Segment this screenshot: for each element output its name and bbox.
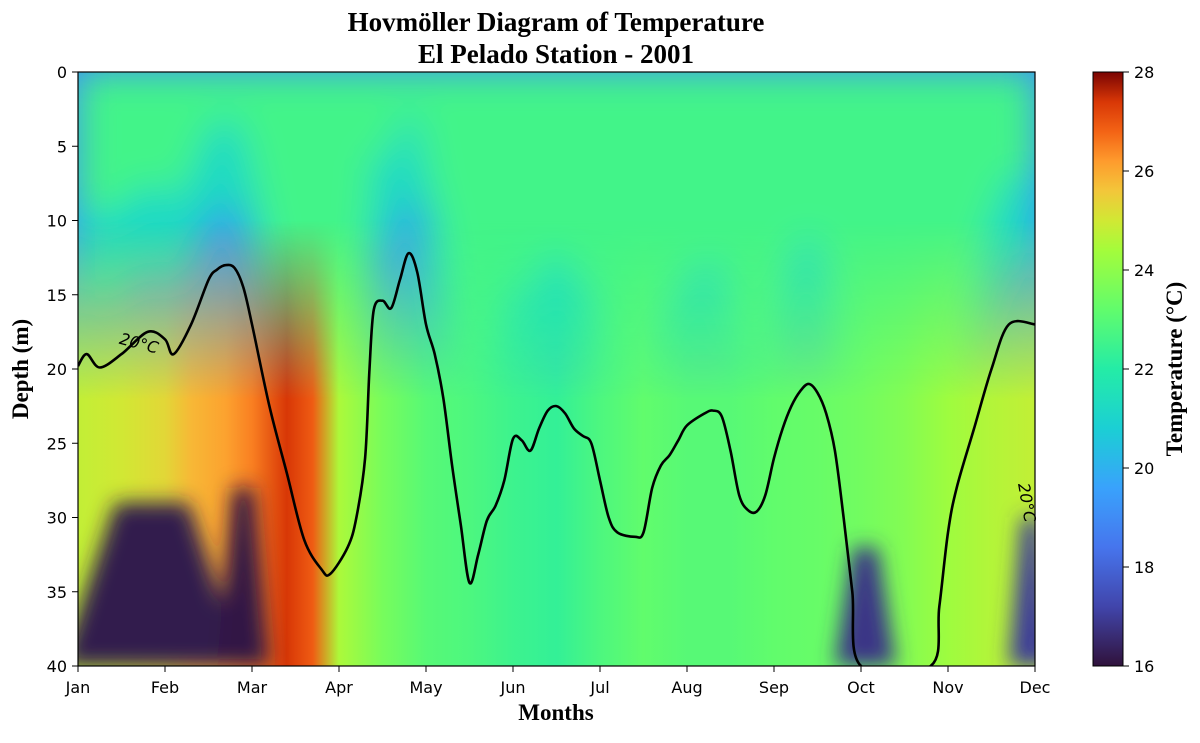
x-tick-label-9: Oct (847, 678, 875, 697)
colorbar-gradient (1092, 71, 1124, 667)
cold-pool-feb-mar (217, 487, 270, 666)
colorbar-tick-label-1: 18 (1134, 558, 1154, 577)
colorbar: 16 18 20 22 24 26 28 Temperature (°C) (1092, 63, 1187, 676)
y-tick-label-3: 15 (47, 286, 67, 305)
chart-subtitle: El Pelado Station - 2001 (418, 39, 694, 69)
isotherm-20c-line (78, 251, 1035, 666)
cold-pool-jan-feb (78, 502, 244, 666)
colorbar-tick-label-4: 24 (1134, 261, 1154, 280)
y-axis: 0 5 10 15 20 25 30 35 40 (47, 63, 78, 676)
x-tick-label-6: Jul (589, 678, 609, 697)
x-tick-label-4: May (409, 678, 442, 697)
x-tick-label-10: Nov (932, 678, 963, 697)
x-tick-label-0: Jan (65, 678, 91, 697)
y-tick-label-1: 5 (57, 137, 67, 156)
chart-title: Hovmöller Diagram of Temperature (348, 7, 765, 37)
x-axis: Jan Feb Mar Apr May Jun Jul Aug Sep Oct Nov Dec (65, 666, 1051, 697)
y-tick-label-8: 40 (47, 657, 67, 676)
heatmap-surface-layer (78, 72, 1035, 666)
x-tick-label-2: Mar (237, 678, 268, 697)
x-tick-label-7: Aug (671, 678, 702, 697)
y-tick-label-7: 35 (47, 583, 67, 602)
y-axis-label: Depth (m) (8, 319, 33, 419)
colorbar-tick-label-6: 28 (1134, 63, 1154, 82)
colorbar-tick-label-3: 22 (1134, 360, 1154, 379)
y-tick-label-4: 20 (47, 360, 67, 379)
x-tick-label-1: Feb (151, 678, 179, 697)
y-tick-label-5: 25 (47, 434, 67, 453)
x-tick-label-3: Apr (325, 678, 353, 697)
colorbar-tick-label-5: 26 (1134, 162, 1154, 181)
x-tick-label-5: Jun (500, 678, 526, 697)
y-tick-label-0: 0 (57, 63, 67, 82)
cold-pool-dec (1008, 517, 1035, 666)
x-tick-label-8: Sep (759, 678, 789, 697)
y-tick-label-6: 30 (47, 509, 67, 528)
colorbar-tick-label-2: 20 (1134, 459, 1154, 478)
colorbar-tick-label-0: 16 (1134, 657, 1154, 676)
y-tick-label-2: 10 (47, 212, 67, 231)
x-tick-label-11: Dec (1020, 678, 1051, 697)
heatmap-field (78, 72, 1035, 666)
colorbar-label: Temperature (°C) (1162, 282, 1187, 457)
x-axis-label: Months (518, 700, 593, 725)
